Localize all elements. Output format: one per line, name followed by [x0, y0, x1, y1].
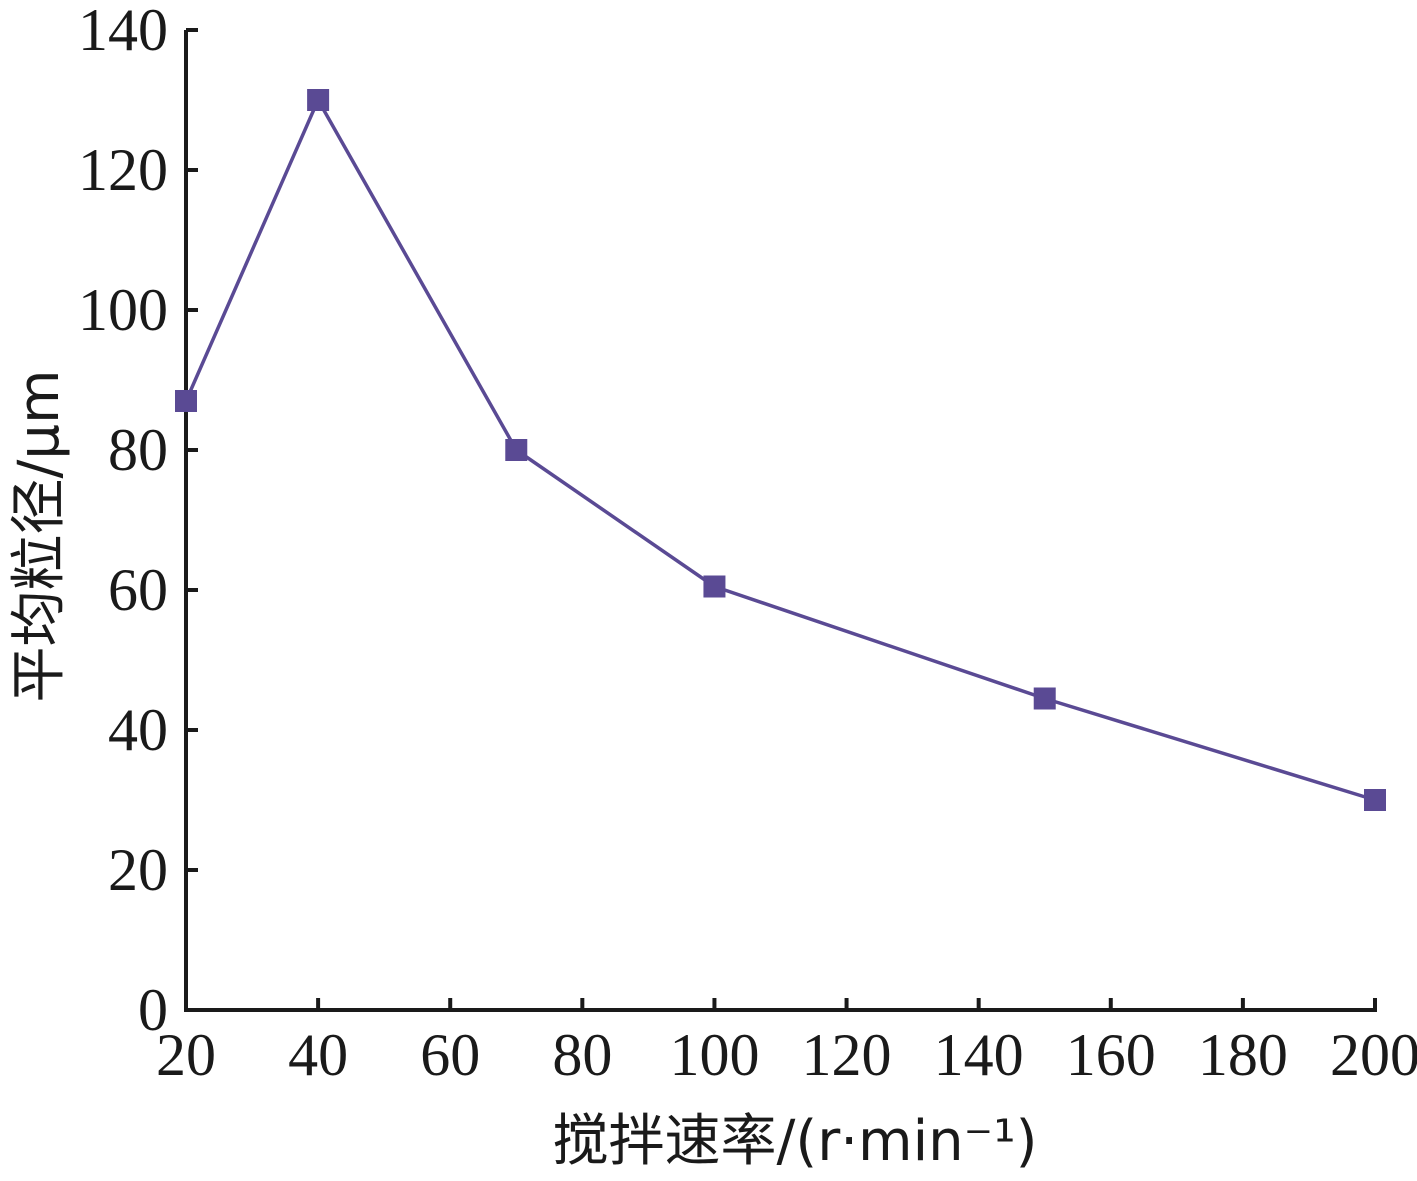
- y-tick-label: 140: [78, 0, 168, 63]
- series-layer: [175, 89, 1386, 811]
- chart-axes: [184, 30, 1377, 1012]
- series-line: [184, 98, 1376, 802]
- data-point-marker: [175, 390, 197, 412]
- y-axis-title: 平均粒径/μm: [7, 369, 72, 702]
- y-tick-label: 20: [108, 837, 168, 903]
- data-point-marker: [307, 89, 330, 111]
- x-tick-label: 160: [1066, 1022, 1156, 1088]
- x-tick-label: 40: [288, 1022, 348, 1088]
- x-tick-label: 200: [1330, 1022, 1417, 1088]
- y-tick-label: 60: [108, 557, 168, 623]
- x-tick-label: 100: [669, 1022, 759, 1088]
- x-tick-label: 120: [802, 1022, 892, 1088]
- data-point-marker: [505, 439, 528, 461]
- y-tick-label: 120: [78, 137, 168, 203]
- y-axis-ticks: 0 20 40 60 80 100 120 140: [78, 0, 198, 1043]
- x-tick-label: 180: [1198, 1022, 1288, 1088]
- x-tick-label: 60: [420, 1022, 480, 1088]
- y-tick-label: 80: [108, 417, 168, 483]
- x-axis-ticks: 20 40 60 80 100 120 140 160 180 200: [156, 998, 1417, 1088]
- x-axis-title: 搅拌速率/(r·min⁻¹): [553, 1109, 1038, 1174]
- x-tick-label: 80: [552, 1022, 612, 1088]
- x-tick-label: 20: [156, 1022, 216, 1088]
- data-point-marker: [1364, 789, 1386, 811]
- data-point-marker: [1033, 687, 1056, 710]
- data-point-marker: [703, 575, 726, 598]
- x-tick-label: 140: [934, 1022, 1024, 1088]
- y-tick-label: 0: [138, 977, 168, 1043]
- y-tick-label: 40: [108, 697, 168, 763]
- y-tick-label: 100: [78, 277, 168, 343]
